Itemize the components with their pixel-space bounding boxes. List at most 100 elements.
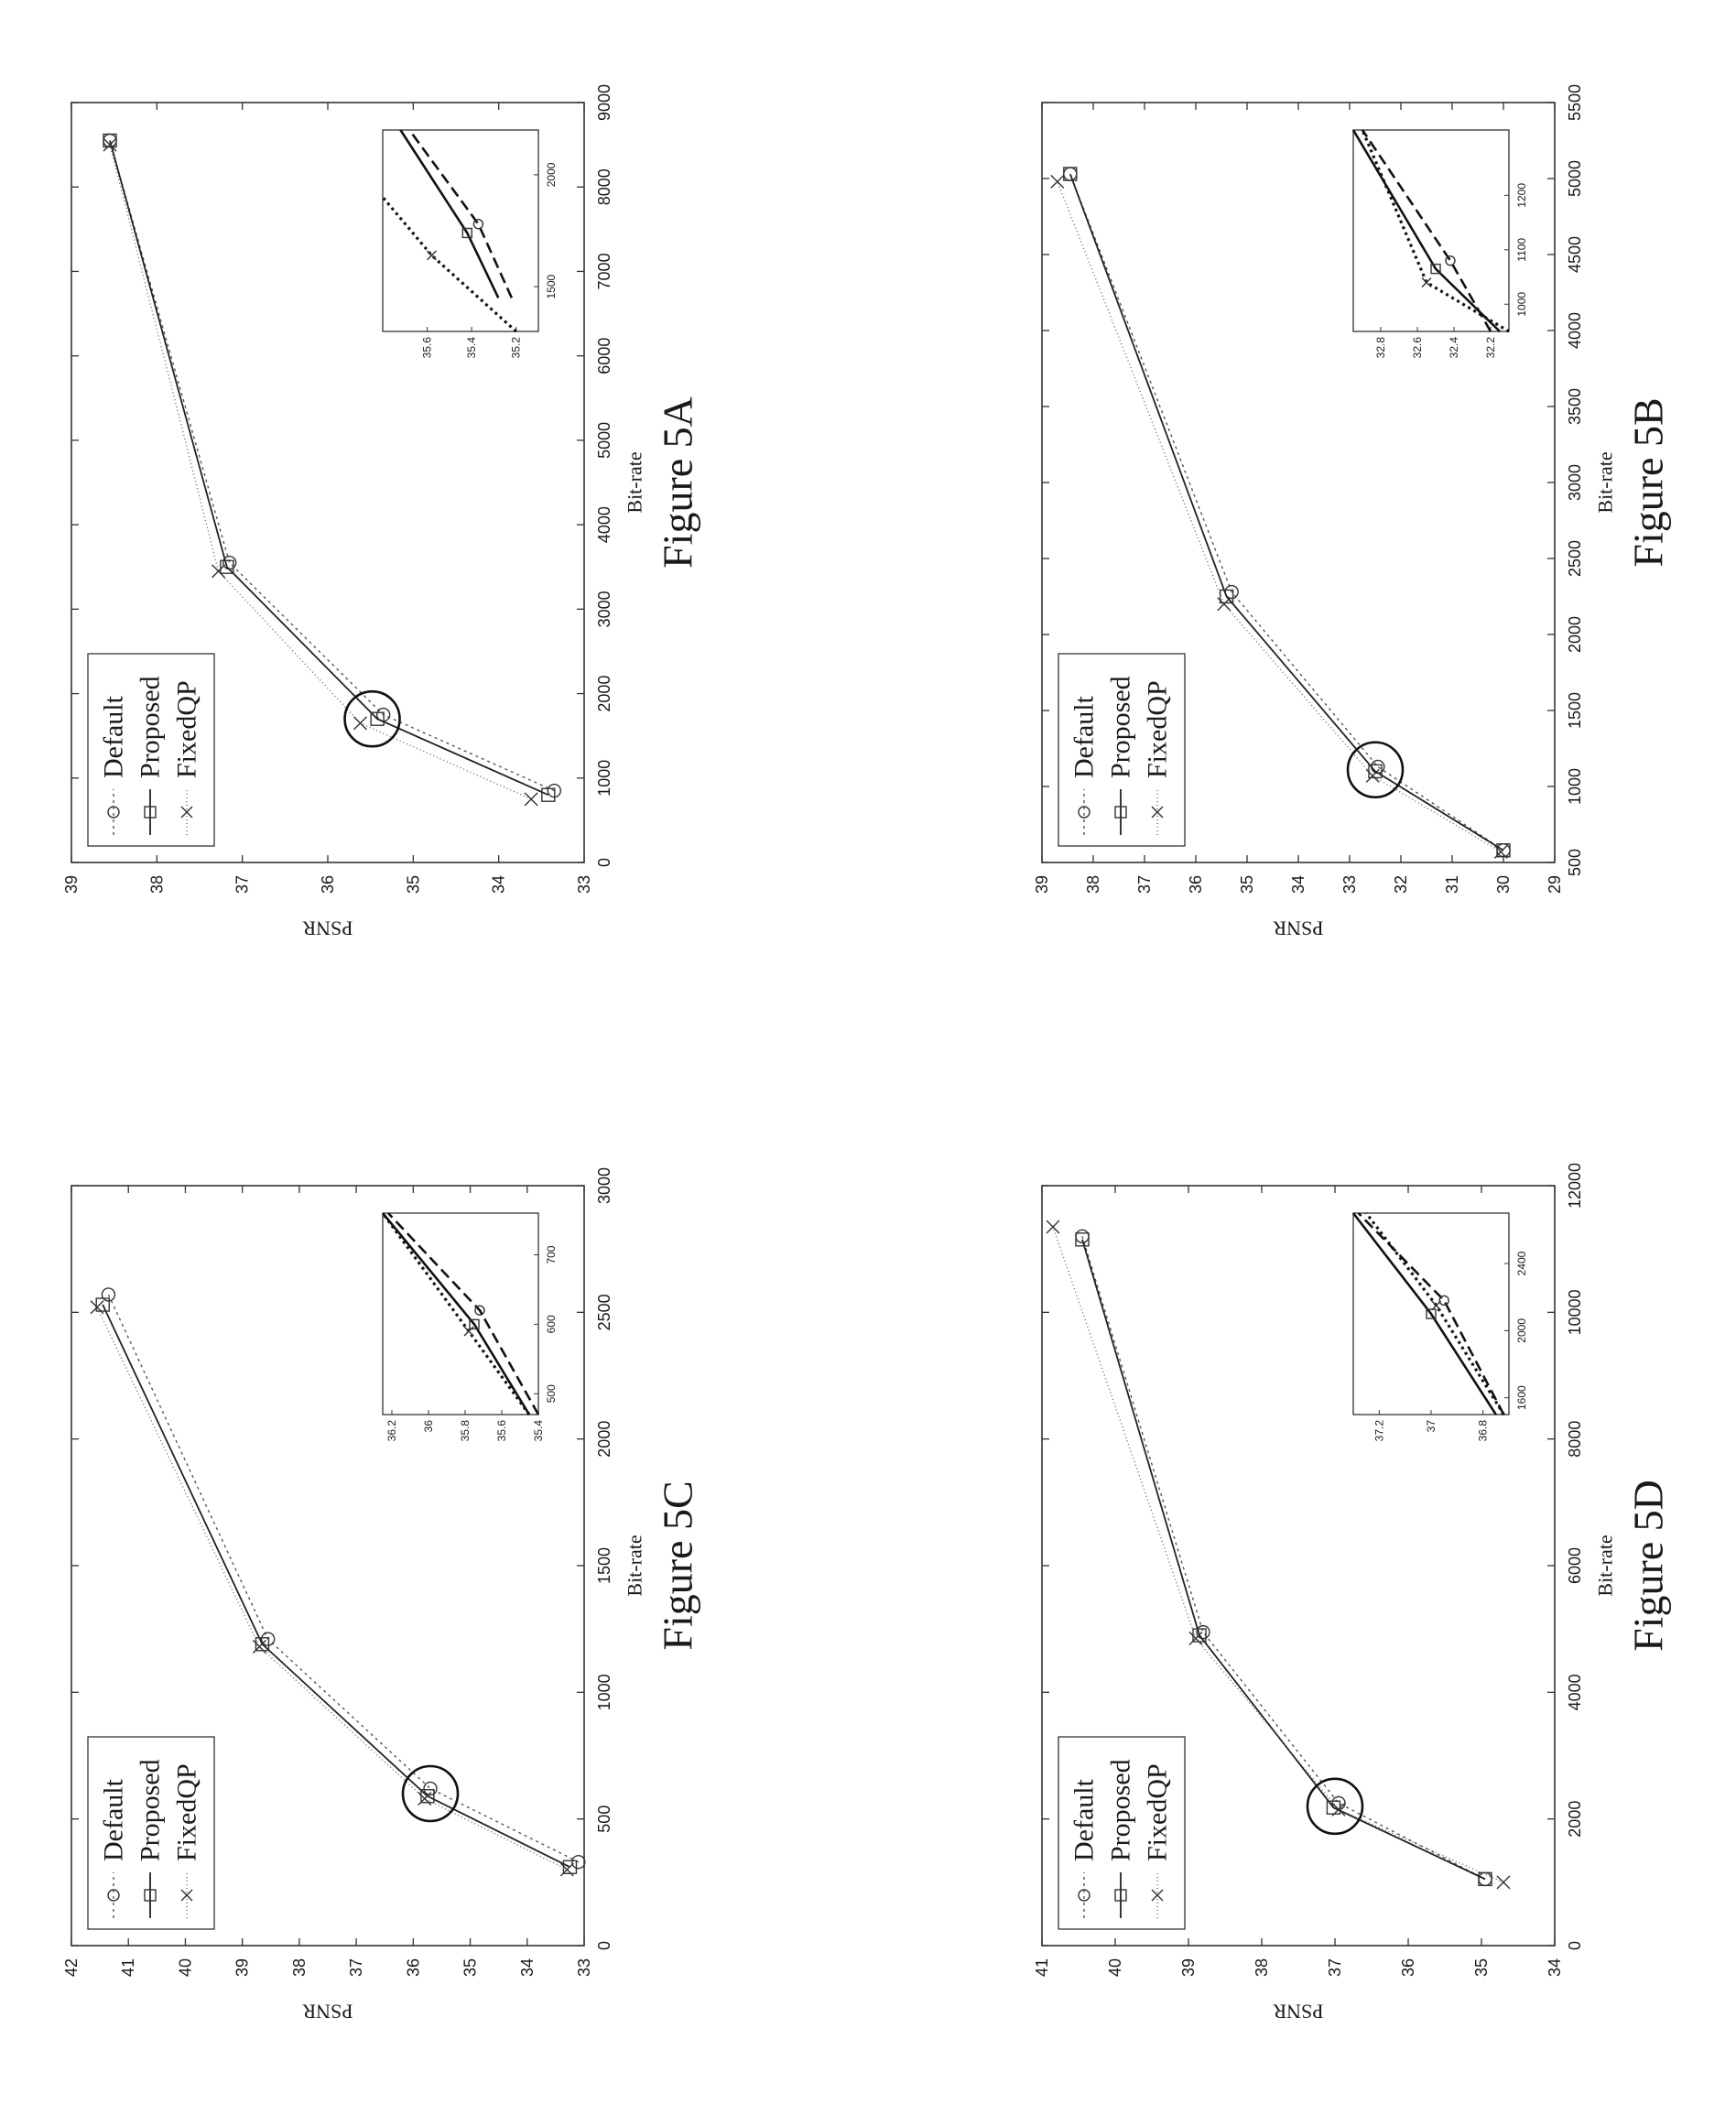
- marker-stroke: [180, 1889, 193, 1902]
- inset-x-tick-label: 2000: [1515, 1318, 1528, 1343]
- data-point-default: [423, 1781, 438, 1796]
- legend-marker: [1114, 1889, 1127, 1902]
- legend-marker: [144, 1889, 157, 1902]
- series-line-proposed: [102, 1304, 570, 1869]
- y-tick-label: 40: [1106, 1958, 1124, 1977]
- inset-y-tick-label: 35.4: [532, 1420, 545, 1442]
- marker-stroke: [426, 250, 437, 261]
- series-line-default: [107, 1294, 580, 1863]
- legend-box: [1058, 1736, 1186, 1930]
- y-tick-label: 31: [1443, 875, 1461, 894]
- x-tick-label: 8000: [595, 168, 613, 205]
- marker-stroke: [1151, 806, 1164, 819]
- y-tick-label: 39: [62, 875, 81, 894]
- inset: 1500 2000 35.2 35.4 35.6: [381, 129, 558, 359]
- inset-y-tick-label: 32.6: [1411, 337, 1424, 359]
- data-point-proposed: [1063, 167, 1078, 181]
- x-tick-label: 2500: [595, 1294, 613, 1330]
- legend-marker: [1151, 1889, 1164, 1902]
- inset-series-proposed: [1351, 129, 1501, 332]
- legend-box: [87, 653, 215, 847]
- inset-series-default: [408, 129, 514, 298]
- legend-marker: [180, 806, 193, 819]
- x-tick-label: 7000: [595, 253, 613, 289]
- inset-point-proposed: [1430, 263, 1441, 275]
- inset-series-proposed: [381, 1212, 531, 1415]
- marker-stroke: [524, 792, 538, 807]
- data-point-fixedqp: [353, 716, 367, 731]
- x-axis-label: Bit-rate: [1594, 1535, 1617, 1596]
- x-tick-label: 2000: [1566, 616, 1584, 653]
- data-point-fixedqp: [1493, 844, 1508, 859]
- inset-point-default: [474, 1305, 485, 1316]
- data-point-default: [1196, 1624, 1210, 1640]
- data-point-proposed: [370, 711, 385, 726]
- series-line-proposed: [1069, 173, 1504, 851]
- y-tick-label: 35: [404, 875, 422, 894]
- legend-label: Proposed: [1106, 1759, 1136, 1861]
- marker-stroke: [180, 806, 193, 819]
- data-point-fixedqp: [1217, 597, 1231, 612]
- data-point-default: [101, 1287, 116, 1302]
- data-point-proposed: [95, 1297, 110, 1312]
- series-line-fixedqp: [96, 1307, 568, 1871]
- x-tick-label: 5000: [595, 422, 613, 459]
- y-tick-label: 37: [233, 875, 252, 894]
- legend-marker: [107, 1889, 120, 1902]
- data-point-fixedqp: [524, 792, 538, 807]
- inset: 500 600 700 35.4 35.6 35.8 36 36.2: [381, 1212, 558, 1442]
- data-point-fixedqp: [1331, 1802, 1346, 1817]
- data-point-fixedqp: [1046, 1220, 1060, 1234]
- legend-label: Default: [1069, 695, 1100, 778]
- x-tick-label: 4000: [1566, 1674, 1584, 1710]
- legend: Default Proposed FixedQP: [87, 1736, 215, 1930]
- highlight-circle: [1306, 1777, 1364, 1836]
- series-line-default: [109, 140, 555, 792]
- y-tick-label: 39: [1179, 1958, 1198, 1977]
- x-axis-label: Bit-rate: [624, 1535, 646, 1596]
- y-tick-label: 36: [1399, 1958, 1417, 1977]
- marker-stroke: [1493, 844, 1508, 859]
- x-tick-label: 6000: [595, 338, 613, 374]
- y-tick-label: 41: [1033, 1958, 1051, 1977]
- y-tick-label: 35: [461, 1958, 480, 1977]
- inset-x-tick-label: 1500: [545, 274, 558, 298]
- inset: 1000 1100 1200 32.2 32.4 32.6 32.8: [1351, 129, 1528, 359]
- x-tick-label: 1000: [595, 760, 613, 797]
- inset-y-tick-label: 35.6: [495, 1420, 508, 1442]
- data-point-fixedqp: [1496, 1875, 1511, 1890]
- x-tick-label: 500: [1566, 849, 1584, 876]
- series-line-default: [1081, 1236, 1486, 1880]
- legend-marker: [1151, 806, 1164, 819]
- inset-point-fixedqp: [1431, 1300, 1442, 1311]
- legend-label: Default: [1069, 1778, 1100, 1861]
- legend-box: [87, 1736, 215, 1930]
- x-tick-label: 5000: [1566, 160, 1584, 197]
- legend-marker: [1114, 806, 1127, 819]
- y-tick-label: 34: [1289, 875, 1307, 894]
- y-axis-label: PSNR: [1273, 2001, 1323, 2023]
- x-tick-label: 2000: [595, 1421, 613, 1458]
- x-tick-label: 1500: [595, 1547, 613, 1584]
- y-tick-label: 38: [147, 875, 166, 894]
- inset-x-tick-label: 700: [545, 1245, 558, 1263]
- y-tick-label: 32: [1392, 875, 1410, 894]
- marker-stroke: [559, 1862, 574, 1877]
- inset-y-tick-label: 35.2: [510, 337, 523, 359]
- inset-y-tick-label: 37: [1425, 1420, 1438, 1433]
- chart-panel: 0 500 1000 1500 2000 2500 3000 33 34 35 36 37 38 39 40…: [62, 1167, 701, 2023]
- inset-point-proposed: [461, 227, 472, 239]
- inset-frame: [382, 1212, 539, 1415]
- inset-x-tick-label: 1200: [1515, 183, 1528, 208]
- data-point-fixedqp: [252, 1640, 266, 1654]
- legend-label: FixedQP: [1143, 1763, 1173, 1861]
- y-tick-label: 37: [1135, 875, 1154, 894]
- x-tick-label: 2000: [595, 676, 613, 712]
- data-point-proposed: [103, 133, 117, 148]
- legend-label: Default: [99, 695, 129, 778]
- y-tick-label: 33: [1340, 875, 1359, 894]
- inset-point-default: [472, 218, 484, 230]
- data-point-proposed: [420, 1789, 435, 1804]
- inset-y-tick-label: 36.8: [1477, 1420, 1490, 1442]
- x-tick-label: 1500: [1566, 692, 1584, 729]
